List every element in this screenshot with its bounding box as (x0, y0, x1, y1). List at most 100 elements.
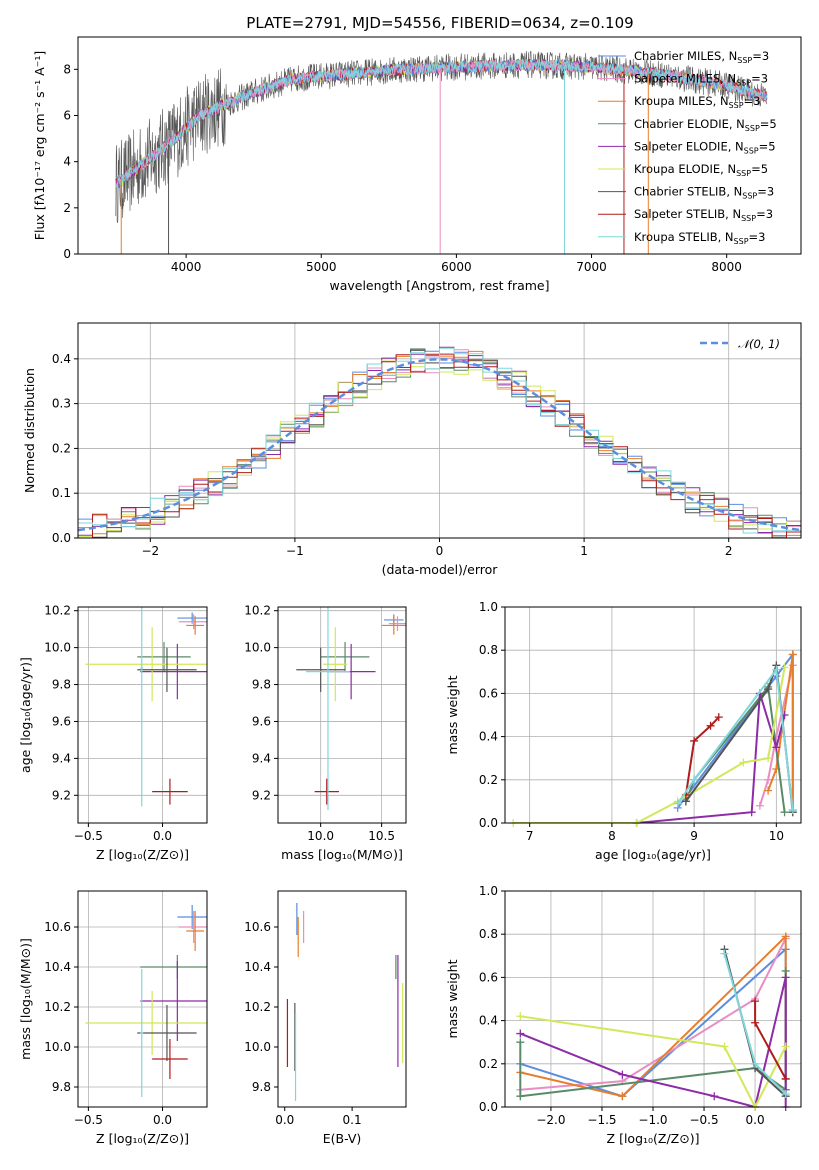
y-tick-label: 0.4 (52, 352, 71, 366)
weight-marker (780, 808, 789, 817)
x-axis-label: mass [log₁₀(M/M⊙)] (281, 847, 403, 862)
legend-nssp: =3 (749, 230, 766, 244)
weight-line-1 (520, 938, 787, 1091)
weight-marker (788, 650, 797, 659)
y-tick-label: 0.8 (479, 643, 498, 657)
legend-nssp: =5 (760, 117, 777, 131)
y-tick-label: 10.0 (44, 641, 71, 655)
y-tick-label: 0.2 (479, 773, 498, 787)
weight-marker (706, 721, 715, 730)
x-tick-label: −1.0 (638, 1113, 667, 1127)
x-tick-label: 0.0 (275, 1113, 294, 1127)
weight-line-1 (758, 665, 794, 807)
x-axis-label: E(B-V) (323, 1131, 362, 1146)
mass-vs-extinction-panel: 0.0 0.1 9.8 10.0 10.2 10.4 10.6 E(B-V) (244, 890, 407, 1146)
weight-marker (755, 801, 764, 810)
weight-marker (690, 775, 699, 784)
legend-nssp: =3 (756, 207, 773, 221)
x-tick-label: 0 (436, 544, 444, 558)
legend-entry-normal: 𝒩(0, 1) (738, 337, 780, 351)
mass-weight-vs-metallicity-panel: −2.0 −1.5 −1.0 −0.5 0.0 0.0 0.2 0.4 0.6 0.8 1.0 Z [… (445, 884, 802, 1146)
weight-marker (781, 973, 790, 982)
legend-subscript: SSP (741, 214, 756, 223)
x-axis-label: wavelength [Angstrom, rest frame] (329, 278, 549, 293)
legend-name: Kroupa MILES, N (634, 94, 729, 108)
plot-frame (277, 606, 407, 824)
y-axis-label: mass weight (445, 959, 460, 1038)
age-vs-mass-panel: 10.0 10.5 9.2 9.4 9.6 9.8 10.0 10.2 mass [log₁₀(… (244, 604, 407, 862)
x-axis-label: age [log₁₀(age/yr)] (595, 847, 711, 862)
y-tick-label: 9.2 (52, 788, 71, 802)
x-tick-label: −2.0 (536, 1113, 565, 1127)
y-axis-label: Normed distribution (22, 368, 37, 493)
x-tick-label: −0.5 (74, 1113, 103, 1127)
y-tick-label: 1.0 (479, 884, 498, 898)
residual-histogram-panel: −2 −1 0 1 2 0.0 0.1 0.2 0.3 0.4 (data-model)/error… (22, 322, 802, 577)
legend-entry-6: Chabrier STELIB, NSSP=3 (634, 185, 774, 201)
y-tick-label: 0.6 (479, 970, 498, 984)
legend-name: Salpeter ELODIE, N (634, 139, 744, 153)
x-tick-label: 4000 (171, 260, 202, 274)
y-tick-label: 10.2 (244, 604, 271, 618)
legend-entry-7: Salpeter STELIB, NSSP=3 (634, 207, 773, 223)
weight-marker (720, 949, 729, 958)
weight-marker (781, 932, 790, 941)
y-tick-label: 9.2 (252, 788, 271, 802)
y-tick-label: 10.4 (244, 960, 271, 974)
y-tick-label: 8 (63, 62, 71, 76)
x-tick-label: 2 (725, 544, 733, 558)
x-axis-label: Z [log₁₀(Z/Z⊙)] (96, 1131, 189, 1146)
y-tick-label: 0.3 (52, 397, 71, 411)
x-tick-label: 8 (608, 829, 616, 843)
weight-line-8 (676, 666, 794, 811)
weight-marker (720, 1042, 729, 1051)
legend-nssp: =3 (751, 72, 768, 86)
y-tick-label: 9.8 (252, 678, 271, 692)
x-tick-label: −0.5 (74, 829, 103, 843)
y-tick-label: 10.0 (244, 641, 271, 655)
x-tick-label: −1 (286, 544, 304, 558)
y-tick-label: 10.2 (244, 1000, 271, 1014)
y-tick-label: 10.4 (44, 960, 71, 974)
y-tick-label: 9.8 (52, 1080, 71, 1094)
y-tick-label: 10.2 (44, 1000, 71, 1014)
mass-weight-vs-age-panel: 7 8 9 10 0.0 0.2 0.4 0.6 0.8 1.0 age [log₁₀(age/yr… (445, 600, 802, 862)
y-tick-label: 9.8 (52, 678, 71, 692)
y-tick-label: 9.4 (52, 751, 71, 765)
x-tick-label: 10.0 (307, 829, 334, 843)
x-tick-label: 0.0 (153, 1113, 172, 1127)
plot-frame (504, 890, 802, 1108)
weight-marker (780, 663, 789, 672)
x-tick-label: −2 (141, 544, 159, 558)
legend-entry-2: Kroupa MILES, NSSP=3 (634, 94, 760, 110)
x-tick-label: 0.0 (746, 1113, 765, 1127)
plot-frame (77, 322, 802, 539)
legend-name: Salpeter STELIB, N (634, 207, 741, 221)
weight-marker (772, 665, 781, 674)
weight-marker (764, 786, 773, 795)
legend-subscript: SSP (744, 146, 759, 155)
y-tick-label: 0.4 (479, 1014, 498, 1028)
legend-nssp: =3 (752, 49, 769, 63)
weight-line-7 (684, 716, 720, 796)
legend-name: Salpeter MILES, N (634, 72, 736, 86)
weight-marker (764, 754, 773, 763)
legend-subscript: SSP (736, 169, 751, 178)
x-axis-label: Z [log₁₀(Z/Z⊙)] (96, 847, 189, 862)
y-tick-label: 1.0 (479, 600, 498, 614)
y-tick-label: 0.1 (52, 486, 71, 500)
plot-frame (77, 606, 208, 824)
legend-entry-3: Chabrier ELODIE, NSSP=5 (634, 117, 777, 133)
y-axis-label: mass weight (445, 675, 460, 754)
histogram-8 (78, 347, 801, 538)
y-axis-label: age [log₁₀(age/yr)] (18, 657, 33, 773)
y-tick-label: 2 (63, 201, 71, 215)
y-tick-label: 0.0 (479, 816, 498, 830)
weight-marker (781, 1074, 790, 1083)
legend-subscript: SSP (745, 124, 760, 133)
legend-name: Chabrier ELODIE, N (634, 117, 745, 131)
weight-marker (751, 1018, 760, 1027)
legend-subscript: SSP (737, 56, 752, 65)
legend-entry-8: Kroupa STELIB, NSSP=3 (634, 230, 765, 246)
